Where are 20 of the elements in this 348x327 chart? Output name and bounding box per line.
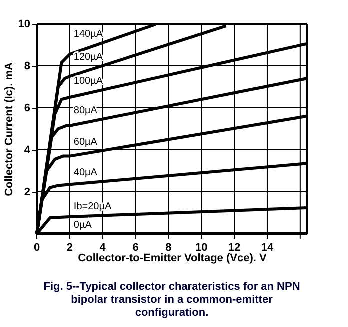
y-tick-label: 10 <box>18 18 30 30</box>
y-axis-title: Collector Current (Ic). mA <box>3 62 16 196</box>
series-label: 40µA <box>74 168 98 179</box>
series-label: 80µA <box>74 105 98 116</box>
x-tick-label: 12 <box>228 242 241 254</box>
series-label: 60µA <box>74 136 98 148</box>
x-tick-label: 8 <box>166 242 172 254</box>
x-tick-label: 14 <box>261 242 274 254</box>
y-tick-label: 2 <box>24 186 30 198</box>
x-tick-label: 4 <box>100 242 107 254</box>
series-label: 0µA <box>74 220 92 231</box>
x-tick-label: 0 <box>34 242 40 254</box>
y-tick-label: 8 <box>24 60 30 72</box>
y-tick-label: 6 <box>24 102 30 114</box>
x-tick-label: 10 <box>196 242 208 254</box>
x-axis-title: Collector-to-Emitter Voltage (Vce). V <box>78 252 268 264</box>
caption: Fig. 5--Typical collector charateristics for an NPN bipolar transistor in a common-emitter configuration. <box>44 281 300 319</box>
x-tick-label: 6 <box>132 242 139 254</box>
x-tick-label: 2 <box>66 242 73 254</box>
y-tick-label: 4 <box>24 144 32 156</box>
